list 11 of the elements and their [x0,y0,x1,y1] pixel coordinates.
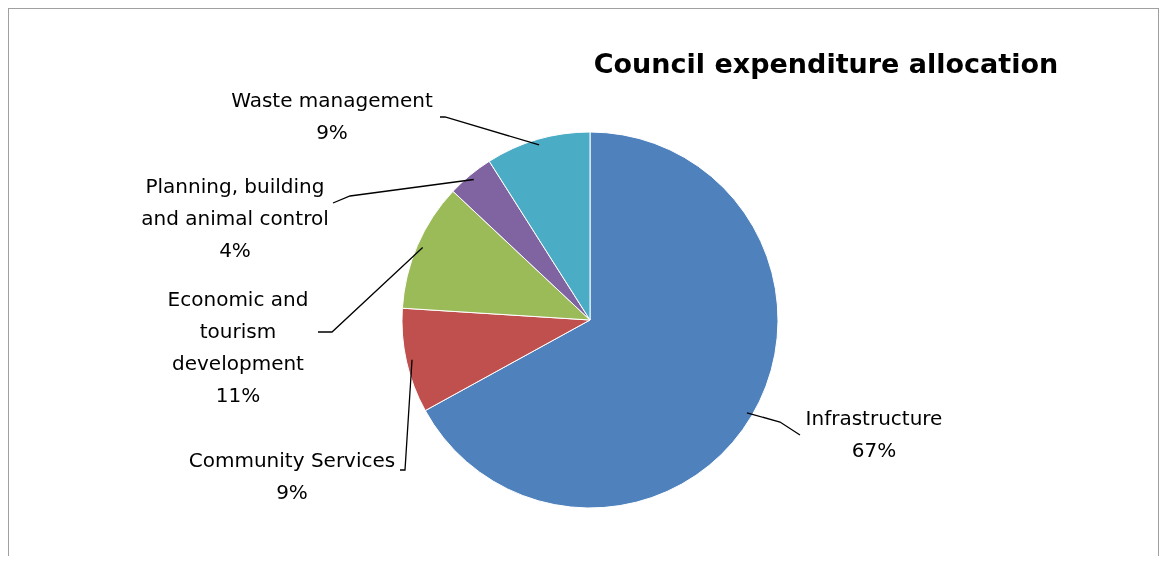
data-label: 9% [276,479,308,504]
data-label: 9% [316,119,348,144]
slice-label: Economic and tourism development [167,286,309,375]
chart-title: Council expenditure allocation [593,48,1059,79]
slice-label: Planning, building and animal control [141,173,329,230]
data-label: 4% [219,237,251,262]
slice-label: Waste management [231,87,433,112]
slice-label: Infrastructure [805,405,943,430]
slice-label: Community Services [188,447,396,472]
data-label: 11% [215,382,261,407]
data-label: 67% [851,437,897,462]
